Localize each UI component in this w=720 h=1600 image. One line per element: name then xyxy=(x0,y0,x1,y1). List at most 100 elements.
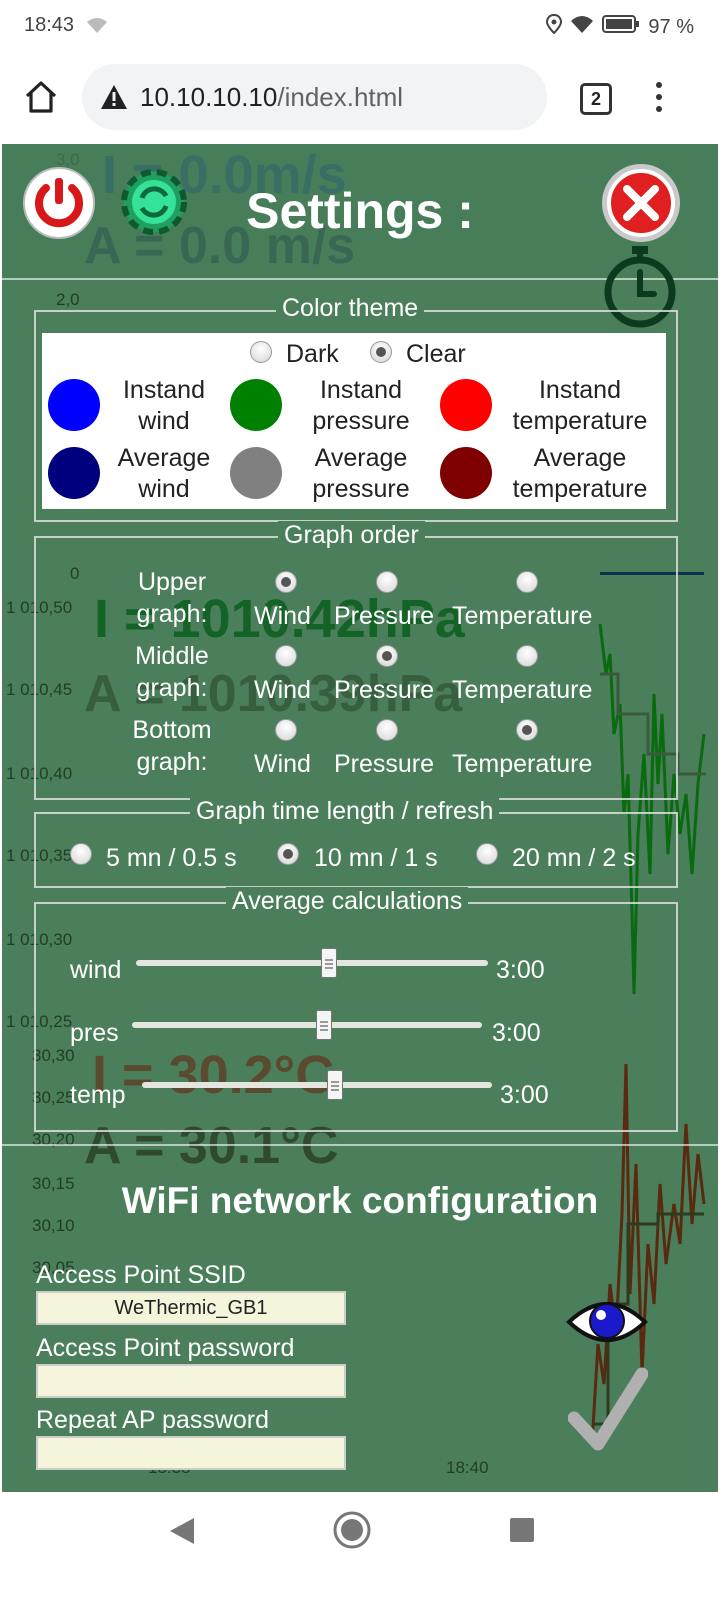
close-icon[interactable] xyxy=(600,162,682,249)
battery-level: 97 % xyxy=(648,15,694,38)
bottom-graph-label: Bottom graph: xyxy=(132,716,212,776)
average-temperature-swatch[interactable] xyxy=(440,447,492,499)
temp-slider-value: 3:00 xyxy=(500,1081,549,1109)
temp-tick: 30,15 xyxy=(32,1174,75,1193)
swatch-label: Instand pressure xyxy=(312,376,410,435)
pressure-tick: 1 010,50 xyxy=(6,598,73,617)
upper-pressure-radio[interactable] xyxy=(376,571,398,593)
status-bar: 18:43 97 % xyxy=(0,0,720,50)
repeat-password-label: Repeat AP password xyxy=(36,1406,270,1434)
ssid-input[interactable] xyxy=(36,1291,346,1325)
tab-switcher-button[interactable]: 2 xyxy=(580,83,612,115)
wind-line xyxy=(600,572,704,575)
option-pressure-label: Pressure xyxy=(334,602,435,630)
pres-slider-thumb[interactable] xyxy=(316,1010,332,1040)
check-icon[interactable] xyxy=(567,1366,649,1457)
browser-toolbar: 10.10.10.10/index.html 2 xyxy=(0,50,720,144)
status-right: 97 % xyxy=(546,13,694,40)
pres-slider-track[interactable] xyxy=(132,1022,482,1028)
average-pressure-swatch[interactable] xyxy=(230,447,282,499)
instant-wind-swatch[interactable] xyxy=(48,379,100,431)
color-theme-legend: Color theme xyxy=(276,294,425,323)
status-time: 18:43 xyxy=(24,14,75,36)
time-length-legend: Graph time length / refresh xyxy=(190,797,500,826)
time-10mn-radio[interactable] xyxy=(277,843,299,865)
wind-slider-value: 3:00 xyxy=(496,956,545,984)
upper-temperature-radio[interactable] xyxy=(516,571,538,593)
settings-header: Settings : xyxy=(2,144,718,280)
temp-tick: 30,20 xyxy=(32,1130,75,1149)
pres-slider-value: 3:00 xyxy=(492,1019,541,1047)
power-icon[interactable] xyxy=(22,166,96,245)
option-pressure-label: Pressure xyxy=(334,750,435,778)
pressure-tick: 1 010,25 xyxy=(6,1012,73,1031)
theme-clear-radio[interactable] xyxy=(370,341,392,363)
temp-tick: 30,25 xyxy=(32,1088,75,1107)
url-host: 10.10.10.10 xyxy=(140,81,278,112)
option-pressure-label: Pressure xyxy=(334,676,435,704)
average-legend: Average calculations xyxy=(226,887,469,916)
option-wind-label: Wind xyxy=(254,676,311,704)
url-path: /index.html xyxy=(277,81,404,112)
repeat-password-input[interactable] xyxy=(36,1436,346,1470)
time-5mn-label: 5 mn / 0.5 s xyxy=(106,844,237,872)
wind-tick: 2,0 xyxy=(56,290,80,309)
password-label: Access Point password xyxy=(36,1334,295,1362)
option-wind-label: Wind xyxy=(254,750,311,778)
warning-icon xyxy=(100,84,128,110)
swatch-label: Instand wind xyxy=(122,376,205,435)
wind-slider-track[interactable] xyxy=(136,960,488,966)
time-10mn-label: 10 mn / 1 s xyxy=(314,844,438,872)
middle-pressure-radio[interactable] xyxy=(376,645,398,667)
time-20mn-label: 20 mn / 2 s xyxy=(512,844,636,872)
bottom-temperature-radio[interactable] xyxy=(516,719,538,741)
temp-slider-track[interactable] xyxy=(142,1082,492,1088)
temp-slider-thumb[interactable] xyxy=(327,1070,343,1100)
pressure-tick: 1 010,45 xyxy=(6,680,73,699)
eye-icon[interactable] xyxy=(566,1294,648,1355)
theme-dark-radio[interactable] xyxy=(250,341,272,363)
middle-wind-radio[interactable] xyxy=(275,645,297,667)
refresh-gear-icon[interactable] xyxy=(114,162,194,247)
temp-tick: 30,05 xyxy=(32,1258,75,1277)
wind-tick: 0 xyxy=(70,564,80,583)
ssid-label: Access Point SSID xyxy=(36,1261,246,1289)
temp-instant-value: I = 30.2°C xyxy=(92,1045,335,1105)
average-wind-swatch[interactable] xyxy=(48,447,100,499)
temp-average-value: A = 30.1°C xyxy=(84,1117,339,1175)
upper-wind-radio[interactable] xyxy=(275,571,297,593)
home-circle-icon[interactable] xyxy=(332,1510,372,1555)
pressure-instant-value: I = 1010.42hPa xyxy=(94,589,465,649)
upper-graph-label: Upper graph: xyxy=(136,568,208,628)
middle-temperature-radio[interactable] xyxy=(516,645,538,667)
stopwatch-icon[interactable] xyxy=(602,244,678,333)
time-20mn-radio[interactable] xyxy=(476,843,498,865)
instant-pressure-swatch[interactable] xyxy=(230,379,282,431)
graph-order-legend: Graph order xyxy=(278,521,425,550)
section-divider xyxy=(2,1144,718,1146)
option-wind-label: Wind xyxy=(254,602,311,630)
wind-slider-label: wind xyxy=(70,956,122,984)
instant-temperature-swatch[interactable] xyxy=(440,379,492,431)
location-icon xyxy=(546,13,563,40)
password-input[interactable] xyxy=(36,1364,346,1398)
address-bar[interactable]: 10.10.10.10/index.html xyxy=(82,64,547,130)
home-icon[interactable] xyxy=(24,80,58,119)
pressure-graph-background: 1 010,50 1 010,45 1 010,40 1 010,35 1 01… xyxy=(2,584,718,1044)
option-temperature-label: Temperature xyxy=(452,602,593,630)
option-temperature-label: Temperature xyxy=(452,676,593,704)
pressure-tick: 1 010,35 xyxy=(6,846,73,865)
time-tick: 18:40 xyxy=(446,1458,489,1477)
wifi-icon xyxy=(570,14,594,40)
wind-slider-thumb[interactable] xyxy=(321,948,337,978)
browser-menu-icon[interactable] xyxy=(648,80,670,116)
bottom-wind-radio[interactable] xyxy=(275,719,297,741)
bottom-pressure-radio[interactable] xyxy=(376,719,398,741)
recents-icon[interactable] xyxy=(508,1516,536,1549)
back-icon[interactable] xyxy=(168,1516,196,1551)
temp-tick: 30,30 xyxy=(32,1046,75,1065)
settings-title: Settings : xyxy=(246,183,474,239)
time-5mn-radio[interactable] xyxy=(70,843,92,865)
wifi-title: WiFi network configuration xyxy=(121,1180,599,1221)
pressure-average-value: A = 1010.39hPa xyxy=(84,665,463,723)
